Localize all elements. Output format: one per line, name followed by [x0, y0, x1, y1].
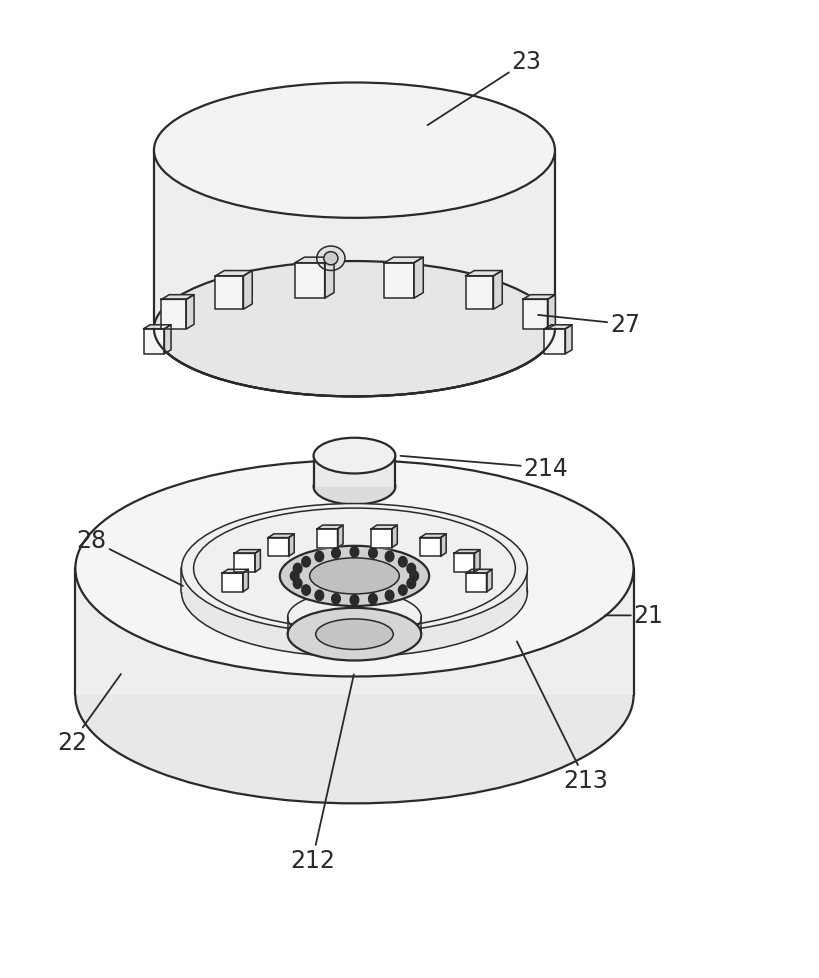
Polygon shape — [154, 151, 555, 330]
Ellipse shape — [324, 252, 338, 266]
Polygon shape — [255, 550, 260, 572]
Circle shape — [410, 571, 419, 582]
Polygon shape — [223, 573, 242, 593]
Polygon shape — [143, 326, 171, 330]
Text: 28: 28 — [77, 529, 183, 587]
Polygon shape — [223, 570, 248, 573]
Polygon shape — [384, 263, 414, 299]
Circle shape — [407, 563, 415, 574]
Polygon shape — [243, 271, 252, 310]
Text: 213: 213 — [517, 642, 608, 792]
Text: 27: 27 — [538, 313, 640, 336]
Ellipse shape — [182, 504, 527, 634]
Circle shape — [332, 594, 341, 604]
Ellipse shape — [317, 246, 345, 271]
Ellipse shape — [314, 438, 396, 474]
Polygon shape — [269, 534, 294, 538]
Circle shape — [369, 549, 378, 558]
Polygon shape — [441, 534, 446, 556]
Ellipse shape — [75, 461, 634, 677]
Polygon shape — [234, 554, 255, 572]
Polygon shape — [289, 534, 294, 556]
Text: 212: 212 — [290, 675, 354, 871]
Circle shape — [315, 552, 324, 562]
Ellipse shape — [75, 588, 634, 804]
Ellipse shape — [287, 608, 421, 661]
Ellipse shape — [315, 619, 393, 649]
Polygon shape — [384, 258, 423, 263]
Polygon shape — [420, 534, 446, 538]
Polygon shape — [215, 277, 243, 310]
Polygon shape — [466, 570, 492, 573]
Text: 214: 214 — [400, 457, 568, 480]
Polygon shape — [545, 326, 572, 330]
Polygon shape — [523, 300, 547, 330]
Polygon shape — [295, 258, 334, 263]
Polygon shape — [295, 263, 324, 299]
Circle shape — [369, 594, 378, 604]
Polygon shape — [486, 570, 492, 593]
Circle shape — [332, 549, 341, 558]
Circle shape — [399, 585, 407, 596]
Polygon shape — [420, 538, 441, 556]
Polygon shape — [337, 525, 343, 548]
Polygon shape — [466, 573, 486, 593]
Circle shape — [301, 585, 310, 596]
Polygon shape — [317, 529, 337, 548]
Text: 21: 21 — [605, 603, 663, 628]
Polygon shape — [454, 550, 480, 554]
Polygon shape — [186, 295, 194, 330]
Polygon shape — [493, 271, 502, 310]
Ellipse shape — [280, 547, 429, 606]
Circle shape — [407, 579, 415, 589]
Polygon shape — [242, 570, 248, 593]
Polygon shape — [523, 295, 555, 300]
Circle shape — [315, 591, 324, 600]
Text: 23: 23 — [428, 50, 541, 126]
Text: 22: 22 — [57, 675, 121, 754]
Polygon shape — [165, 326, 171, 354]
Polygon shape — [414, 258, 423, 299]
Circle shape — [293, 579, 302, 589]
Circle shape — [301, 557, 310, 567]
Ellipse shape — [154, 262, 555, 397]
Polygon shape — [391, 525, 397, 548]
Polygon shape — [75, 569, 634, 695]
Polygon shape — [234, 550, 260, 554]
Circle shape — [293, 563, 302, 574]
Ellipse shape — [182, 527, 527, 657]
Ellipse shape — [310, 558, 400, 595]
Polygon shape — [215, 271, 252, 277]
Polygon shape — [454, 554, 474, 572]
Polygon shape — [317, 525, 343, 529]
Ellipse shape — [154, 83, 555, 219]
Circle shape — [291, 571, 299, 582]
Circle shape — [399, 557, 407, 567]
Polygon shape — [465, 277, 493, 310]
Circle shape — [385, 552, 394, 562]
Polygon shape — [324, 258, 334, 299]
Polygon shape — [371, 525, 397, 529]
Circle shape — [351, 596, 359, 605]
Polygon shape — [182, 569, 527, 593]
Polygon shape — [465, 271, 502, 277]
Polygon shape — [547, 295, 555, 330]
Polygon shape — [474, 550, 480, 572]
Polygon shape — [314, 456, 396, 487]
Polygon shape — [371, 529, 391, 548]
Polygon shape — [161, 295, 194, 300]
Polygon shape — [545, 330, 565, 354]
Circle shape — [351, 547, 359, 557]
Polygon shape — [565, 326, 572, 354]
Polygon shape — [143, 330, 165, 354]
Polygon shape — [161, 300, 186, 330]
Circle shape — [385, 591, 394, 600]
Polygon shape — [269, 538, 289, 556]
Ellipse shape — [314, 469, 396, 505]
